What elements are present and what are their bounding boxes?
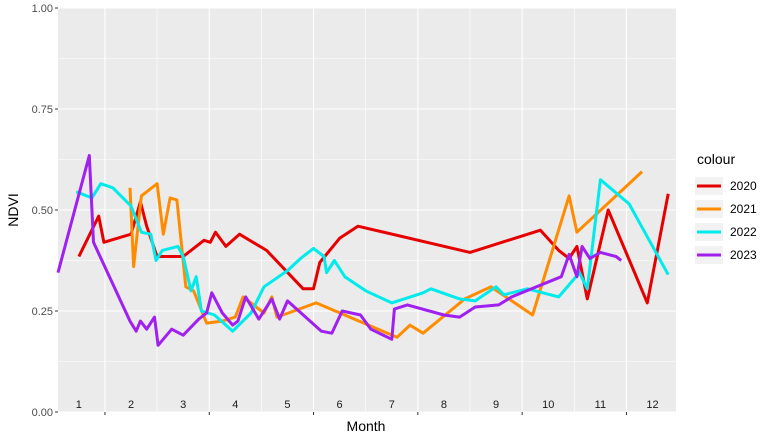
legend-label-2020: 2020 bbox=[730, 179, 757, 193]
series-lines bbox=[56, 154, 670, 347]
month-label: 9 bbox=[493, 399, 499, 411]
month-label: 1 bbox=[76, 399, 82, 411]
month-label: 11 bbox=[595, 399, 606, 411]
month-label: 4 bbox=[232, 399, 238, 411]
legend: colour 2020 2021 2022 2023 bbox=[695, 151, 757, 264]
legend-title: colour bbox=[697, 151, 735, 167]
series-line-2022 bbox=[75, 178, 670, 333]
legend-label-2021: 2021 bbox=[730, 202, 757, 216]
month-label: 10 bbox=[542, 399, 554, 411]
month-label: 2 bbox=[128, 399, 134, 411]
series-line-2023 bbox=[56, 154, 623, 347]
legend-label-2022: 2022 bbox=[730, 225, 757, 239]
y-tick-label: 0.00 bbox=[32, 407, 53, 419]
y-tick-label: 1.00 bbox=[32, 3, 53, 15]
month-label: 12 bbox=[646, 399, 658, 411]
y-axis: 0.00 0.25 0.50 0.75 1.00 bbox=[32, 3, 58, 419]
month-label: 5 bbox=[284, 399, 290, 411]
y-tick-label: 0.75 bbox=[32, 104, 53, 116]
x-axis bbox=[104, 412, 627, 415]
month-label: 3 bbox=[180, 399, 186, 411]
month-label: 6 bbox=[337, 399, 343, 411]
month-labels: 1 2 3 4 5 6 7 8 9 10 11 12 bbox=[76, 399, 659, 411]
y-tick-label: 0.25 bbox=[32, 306, 53, 318]
series-line-2020 bbox=[77, 193, 670, 305]
x-axis-title: Month bbox=[347, 418, 386, 434]
legend-label-2023: 2023 bbox=[730, 248, 757, 262]
month-label: 7 bbox=[389, 399, 395, 411]
y-tick-label: 0.50 bbox=[32, 205, 53, 217]
month-label: 8 bbox=[441, 399, 447, 411]
y-axis-title: NDVI bbox=[5, 193, 21, 226]
